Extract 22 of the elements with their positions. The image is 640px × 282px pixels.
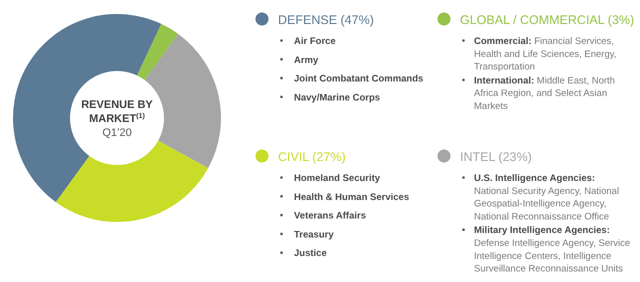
legend-label: CIVIL (27%) [278, 150, 346, 164]
donut-slice [137, 24, 178, 80]
legend-label: INTEL (23%) [460, 150, 532, 164]
legend-label: GLOBAL / COMMERCIAL (3%) [460, 13, 634, 27]
text: Veterans Affairs [294, 210, 366, 222]
text: Military Intelligence Agencies: Defense Intelligence Agency, Service Intelligence Centers, Intelligence Surveillance Reconnaissance Units [474, 225, 630, 275]
donut-slice [56, 140, 208, 222]
text: International: Middle East, North Africa Region, and Select Asian Markets [474, 75, 615, 112]
text: Treasury [294, 229, 334, 240]
text: Q1’20 [102, 127, 132, 139]
text: Health & Human Services [294, 192, 410, 203]
donut-slice [13, 14, 162, 202]
text: REVENUE BY MARKET$^{(1)}$ [81, 99, 154, 125]
text: Army [294, 54, 318, 66]
text: Navy/Marine Corps [294, 92, 380, 104]
text: Commercial: Financial Services, Health and Life Sciences, Energy, Transportation [474, 36, 616, 73]
legend-label: DEFENSE (47%) [278, 13, 374, 27]
text: Joint Combatant Commands [294, 74, 424, 85]
text: Air Force [294, 36, 336, 47]
text: Justice [294, 248, 327, 260]
text: Homeland Security [294, 173, 380, 184]
text: U.S. Intelligence Agencies: National Security Agency, National Geospatial-Intelligence Agency, National Reconnaissance Office [474, 173, 620, 222]
